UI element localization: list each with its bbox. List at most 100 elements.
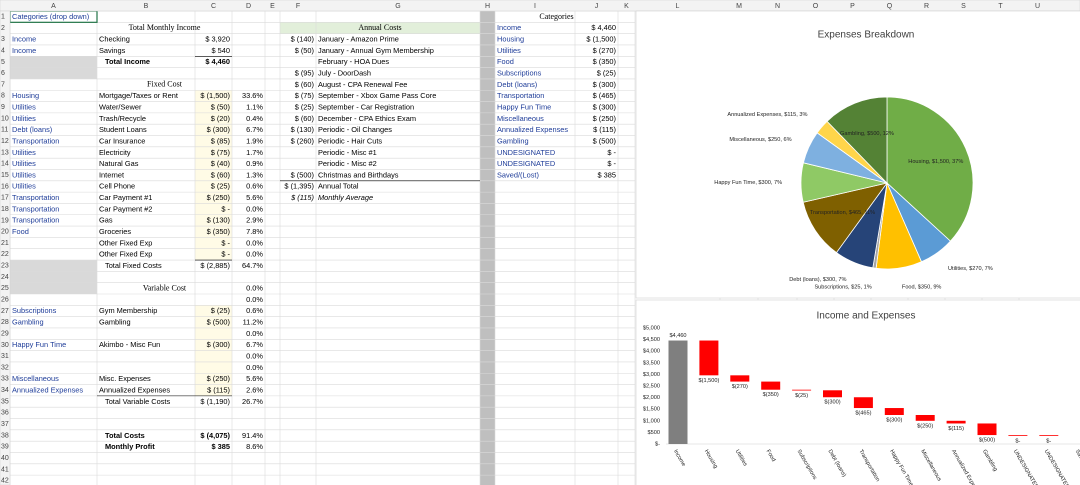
cell-text: $ (140): [291, 35, 314, 44]
data-label: $(115): [948, 426, 964, 432]
cell-text: $ (270): [593, 46, 616, 55]
cell-text: Car Payment #2: [99, 204, 152, 213]
pie-label: Gambling, $500, 12%: [840, 131, 894, 137]
cell-text: 64.7%: [242, 261, 263, 270]
column-letter: T: [998, 3, 1003, 10]
cell-text: $ (4,075): [200, 431, 230, 440]
column-letter: M: [736, 3, 742, 10]
cell-text: Housing: [12, 91, 39, 100]
cell-text: Checking: [99, 35, 130, 44]
pie-label: Miscellaneous, $250, 6%: [729, 137, 791, 143]
cell-text: Housing: [497, 35, 524, 44]
cell-text: Miscellaneous: [12, 374, 59, 383]
cell-text: $ (500): [207, 318, 230, 327]
y-tick-label: $4,500: [643, 337, 660, 343]
row-number: 9: [1, 104, 5, 111]
cell-text: Christmas and Birthdays: [318, 170, 399, 179]
cell-text: 0.0%: [246, 363, 263, 372]
row-number: 42: [1, 478, 9, 485]
cell-text: $ (60): [295, 80, 314, 89]
column-letter: A: [51, 3, 56, 10]
cell-text: December - CPA Ethics Exam: [318, 114, 416, 123]
cell-text: $ 385: [212, 442, 231, 451]
cell-text: $ -: [221, 204, 230, 213]
row-number: 37: [1, 421, 9, 428]
cell-text: 26.7%: [242, 397, 263, 406]
column-letter: Q: [887, 3, 893, 10]
cell-text: Utilities: [12, 159, 36, 168]
cell-text: Gambling: [12, 318, 44, 327]
data-label: $(465): [855, 411, 871, 417]
cell-text: Periodic - Misc #1: [318, 148, 377, 157]
cell-text: $ 385: [598, 170, 617, 179]
column-letter: R: [924, 3, 929, 10]
cell-text: Food: [12, 227, 29, 236]
cell-text: $ (1,395): [284, 182, 314, 191]
cell-text: $ (500): [291, 170, 314, 179]
cell-text: $ (1,500): [200, 91, 230, 100]
row-number: 2: [1, 25, 5, 32]
cell-text: $ (300): [207, 340, 230, 349]
row-number: 40: [1, 455, 9, 462]
data-label: $(1,500): [698, 378, 719, 384]
cell-text: $ (130): [207, 216, 230, 225]
pie-label: Happy Fun Time, $300, 7%: [714, 180, 782, 186]
row-number: 17: [1, 195, 9, 202]
cell-text: Transportation: [12, 136, 59, 145]
cell-text: UNDESIGNATED: [497, 159, 555, 168]
cell-text: $ -: [607, 148, 616, 157]
column-letter: O: [813, 3, 819, 10]
column-letter: F: [296, 3, 300, 10]
row-number: 8: [1, 93, 5, 100]
row-number: 11: [1, 127, 8, 134]
cell-text: Food: [497, 57, 514, 66]
column-letter: S: [961, 3, 966, 10]
row-number: 4: [1, 47, 5, 54]
cell-fill: [10, 260, 97, 294]
y-tick-label: $2,000: [643, 395, 660, 401]
pie-label: Subscriptions, $25, 1%: [814, 284, 871, 290]
waterfall-bar: [1039, 435, 1059, 436]
row-number: 23: [1, 263, 9, 270]
row-number: 24: [1, 274, 9, 281]
cell-text: 5.6%: [246, 193, 263, 202]
waterfall-bar: [823, 390, 842, 398]
cell-text: Water/Sewer: [99, 102, 142, 111]
waterfall-bar: [792, 389, 812, 391]
cell-text: Other Fixed Exp: [99, 250, 152, 259]
row-number: 26: [1, 297, 9, 304]
data-label: $(25): [795, 393, 808, 399]
cell-text: $ (25): [211, 182, 230, 191]
cell-text: 0.4%: [246, 114, 263, 123]
cell-text: $ (350): [207, 227, 230, 236]
cell-text: $ 4,460: [205, 57, 230, 66]
column-letter: J: [595, 3, 599, 10]
cell-text: $ (40): [211, 159, 230, 168]
row-number: 16: [1, 183, 9, 190]
cell-text: Happy Fun Time: [12, 340, 66, 349]
row-number: 29: [1, 330, 9, 337]
cell-text: Total Costs: [105, 431, 145, 440]
y-tick-label: $2,500: [643, 383, 660, 389]
cell-text: Utilities: [12, 114, 36, 123]
charts: Expenses Breakdown Housing, $1,500, 37% Ut…: [635, 10, 1080, 485]
row-number: 19: [1, 217, 9, 224]
y-tick-label: $5,000: [643, 325, 660, 331]
cell-text: $ (50): [295, 46, 314, 55]
cell-text: Transportation: [12, 193, 59, 202]
row-number: 15: [1, 172, 9, 179]
cell-text: 0.6%: [246, 306, 263, 315]
waterfall-bar: [977, 423, 997, 436]
cell-text: Gambling: [99, 318, 131, 327]
cell-text: Total Income: [105, 57, 150, 66]
cell-text: Gas: [99, 216, 113, 225]
data-label: $(500): [979, 438, 995, 444]
cell-text: 0.0%: [246, 352, 263, 361]
cell-text: $ (465): [593, 91, 616, 100]
waterfall-bar: [699, 340, 719, 376]
cell-text: $ (95): [295, 69, 314, 78]
cell-text: August - CPA Renewal Fee: [318, 80, 407, 89]
cell-text: Trash/Recycle: [99, 114, 146, 123]
waterfall-bar: [853, 397, 873, 409]
pie-label: Utilities, $270, 7%: [948, 266, 993, 272]
